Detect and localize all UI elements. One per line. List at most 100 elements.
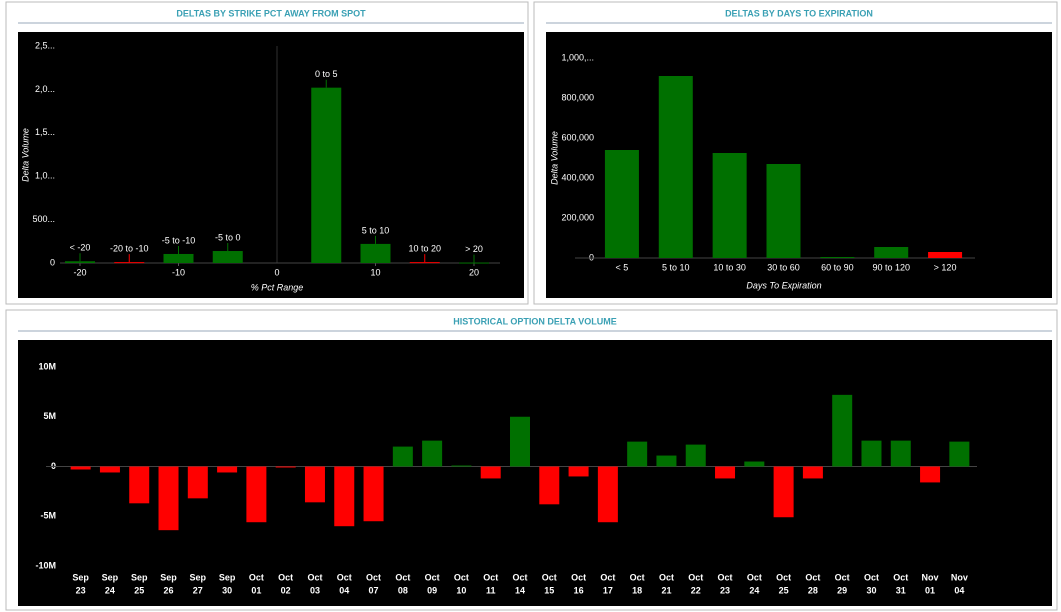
bar xyxy=(129,466,150,504)
data-label: -20 to -10 xyxy=(110,244,149,254)
y-tick-label: -10M xyxy=(35,560,56,570)
bar xyxy=(334,466,355,527)
bar xyxy=(568,466,589,477)
bar xyxy=(773,466,794,518)
x-tick-label: Oct xyxy=(278,572,293,582)
x-tick-label: Sep xyxy=(190,572,207,582)
bar xyxy=(627,441,648,467)
y-tick-label: 400,000 xyxy=(561,172,594,182)
x-tick-label: Sep xyxy=(72,572,89,582)
x-tick-label: 5 to 10 xyxy=(662,262,690,272)
x-tick-label: 90 to 120 xyxy=(872,262,910,272)
bar xyxy=(685,444,706,467)
bar xyxy=(217,466,238,473)
bar xyxy=(363,466,384,522)
x-tick-label: Oct xyxy=(366,572,381,582)
x-tick-label: 01 xyxy=(925,585,935,595)
x-tick-label: Oct xyxy=(630,572,645,582)
bar xyxy=(409,262,440,264)
y-tick-label: 1,000,... xyxy=(561,52,594,62)
x-tick-label: 10 xyxy=(370,267,380,277)
data-label: 10 to 20 xyxy=(408,244,441,254)
data-label: < -20 xyxy=(70,243,91,253)
x-axis-label: Days To Expiration xyxy=(746,280,821,290)
y-tick-label: 2,0... xyxy=(35,84,55,94)
x-tick-label: 07 xyxy=(369,585,379,595)
x-tick-label: Oct xyxy=(425,572,440,582)
y-tick-label: 0 xyxy=(589,252,594,262)
x-tick-label: Oct xyxy=(454,572,469,582)
bar xyxy=(820,257,855,258)
x-tick-label: Oct xyxy=(483,572,498,582)
x-tick-label: Sep xyxy=(219,572,236,582)
x-tick-label: Oct xyxy=(249,572,264,582)
bar xyxy=(360,243,391,263)
y-axis-label: Delta Volume xyxy=(20,128,30,182)
x-tick-label: -20 xyxy=(73,267,86,277)
y-tick-label: 5M xyxy=(43,411,56,421)
x-tick-label: 01 xyxy=(251,585,261,595)
bar xyxy=(480,466,501,479)
y-tick-label: 2,5... xyxy=(35,40,55,50)
x-tick-label: 23 xyxy=(76,585,86,595)
y-tick-label: 0 xyxy=(50,257,55,267)
y-tick-label: -5M xyxy=(41,511,57,521)
plot-area xyxy=(18,32,524,298)
bar xyxy=(99,466,120,473)
chart-title: DELTAS BY DAYS TO EXPIRATION xyxy=(725,8,873,18)
x-axis-label: % Pct Range xyxy=(251,282,304,292)
bar xyxy=(802,466,823,479)
bar xyxy=(114,262,145,264)
x-tick-label: Sep xyxy=(102,572,119,582)
x-tick-label: 24 xyxy=(749,585,759,595)
x-tick-label: 23 xyxy=(720,585,730,595)
bar xyxy=(187,466,208,499)
bar xyxy=(744,461,765,467)
x-tick-label: 17 xyxy=(603,585,613,595)
x-tick-label: Oct xyxy=(337,572,352,582)
x-tick-label: Oct xyxy=(805,572,820,582)
bar xyxy=(304,466,325,503)
bar xyxy=(656,455,677,467)
x-tick-label: 04 xyxy=(339,585,349,595)
x-tick-label: > 120 xyxy=(934,262,957,272)
bar xyxy=(920,466,941,483)
data-label: > 20 xyxy=(465,244,483,254)
bar xyxy=(874,247,909,258)
bar xyxy=(861,440,882,467)
x-tick-label: 30 to 60 xyxy=(767,262,800,272)
bar xyxy=(890,440,911,467)
bar xyxy=(604,150,639,258)
bar xyxy=(70,466,91,470)
x-tick-label: 14 xyxy=(515,585,525,595)
x-tick-label: 30 xyxy=(222,585,232,595)
data-label: -5 to -10 xyxy=(162,235,196,245)
x-tick-label: 24 xyxy=(105,585,115,595)
x-tick-label: 03 xyxy=(310,585,320,595)
bar xyxy=(715,466,736,479)
x-tick-label: < 5 xyxy=(616,262,629,272)
data-label: 0 to 5 xyxy=(315,69,338,79)
x-tick-label: 28 xyxy=(808,585,818,595)
y-tick-label: 600,000 xyxy=(561,132,594,142)
y-tick-label: 10M xyxy=(38,361,56,371)
y-tick-label: 1,0... xyxy=(35,171,55,181)
x-tick-label: -10 xyxy=(172,267,185,277)
y-tick-label: 800,000 xyxy=(561,92,594,102)
y-tick-label: 0 xyxy=(51,461,56,471)
chart-title: DELTAS BY STRIKE PCT AWAY FROM SPOT xyxy=(176,8,366,18)
x-tick-label: 09 xyxy=(427,585,437,595)
bar xyxy=(158,466,179,531)
x-tick-label: Oct xyxy=(542,572,557,582)
bar xyxy=(539,466,560,505)
y-axis-label: Delta Volume xyxy=(549,131,559,185)
bar xyxy=(510,416,530,467)
data-label: 5 to 10 xyxy=(362,225,390,235)
x-tick-label: Nov xyxy=(922,572,939,582)
bar xyxy=(212,251,243,263)
x-tick-label: 30 xyxy=(866,585,876,595)
x-tick-label: 27 xyxy=(193,585,203,595)
x-tick-label: 31 xyxy=(896,585,906,595)
bar xyxy=(832,394,853,467)
x-tick-label: Oct xyxy=(835,572,850,582)
